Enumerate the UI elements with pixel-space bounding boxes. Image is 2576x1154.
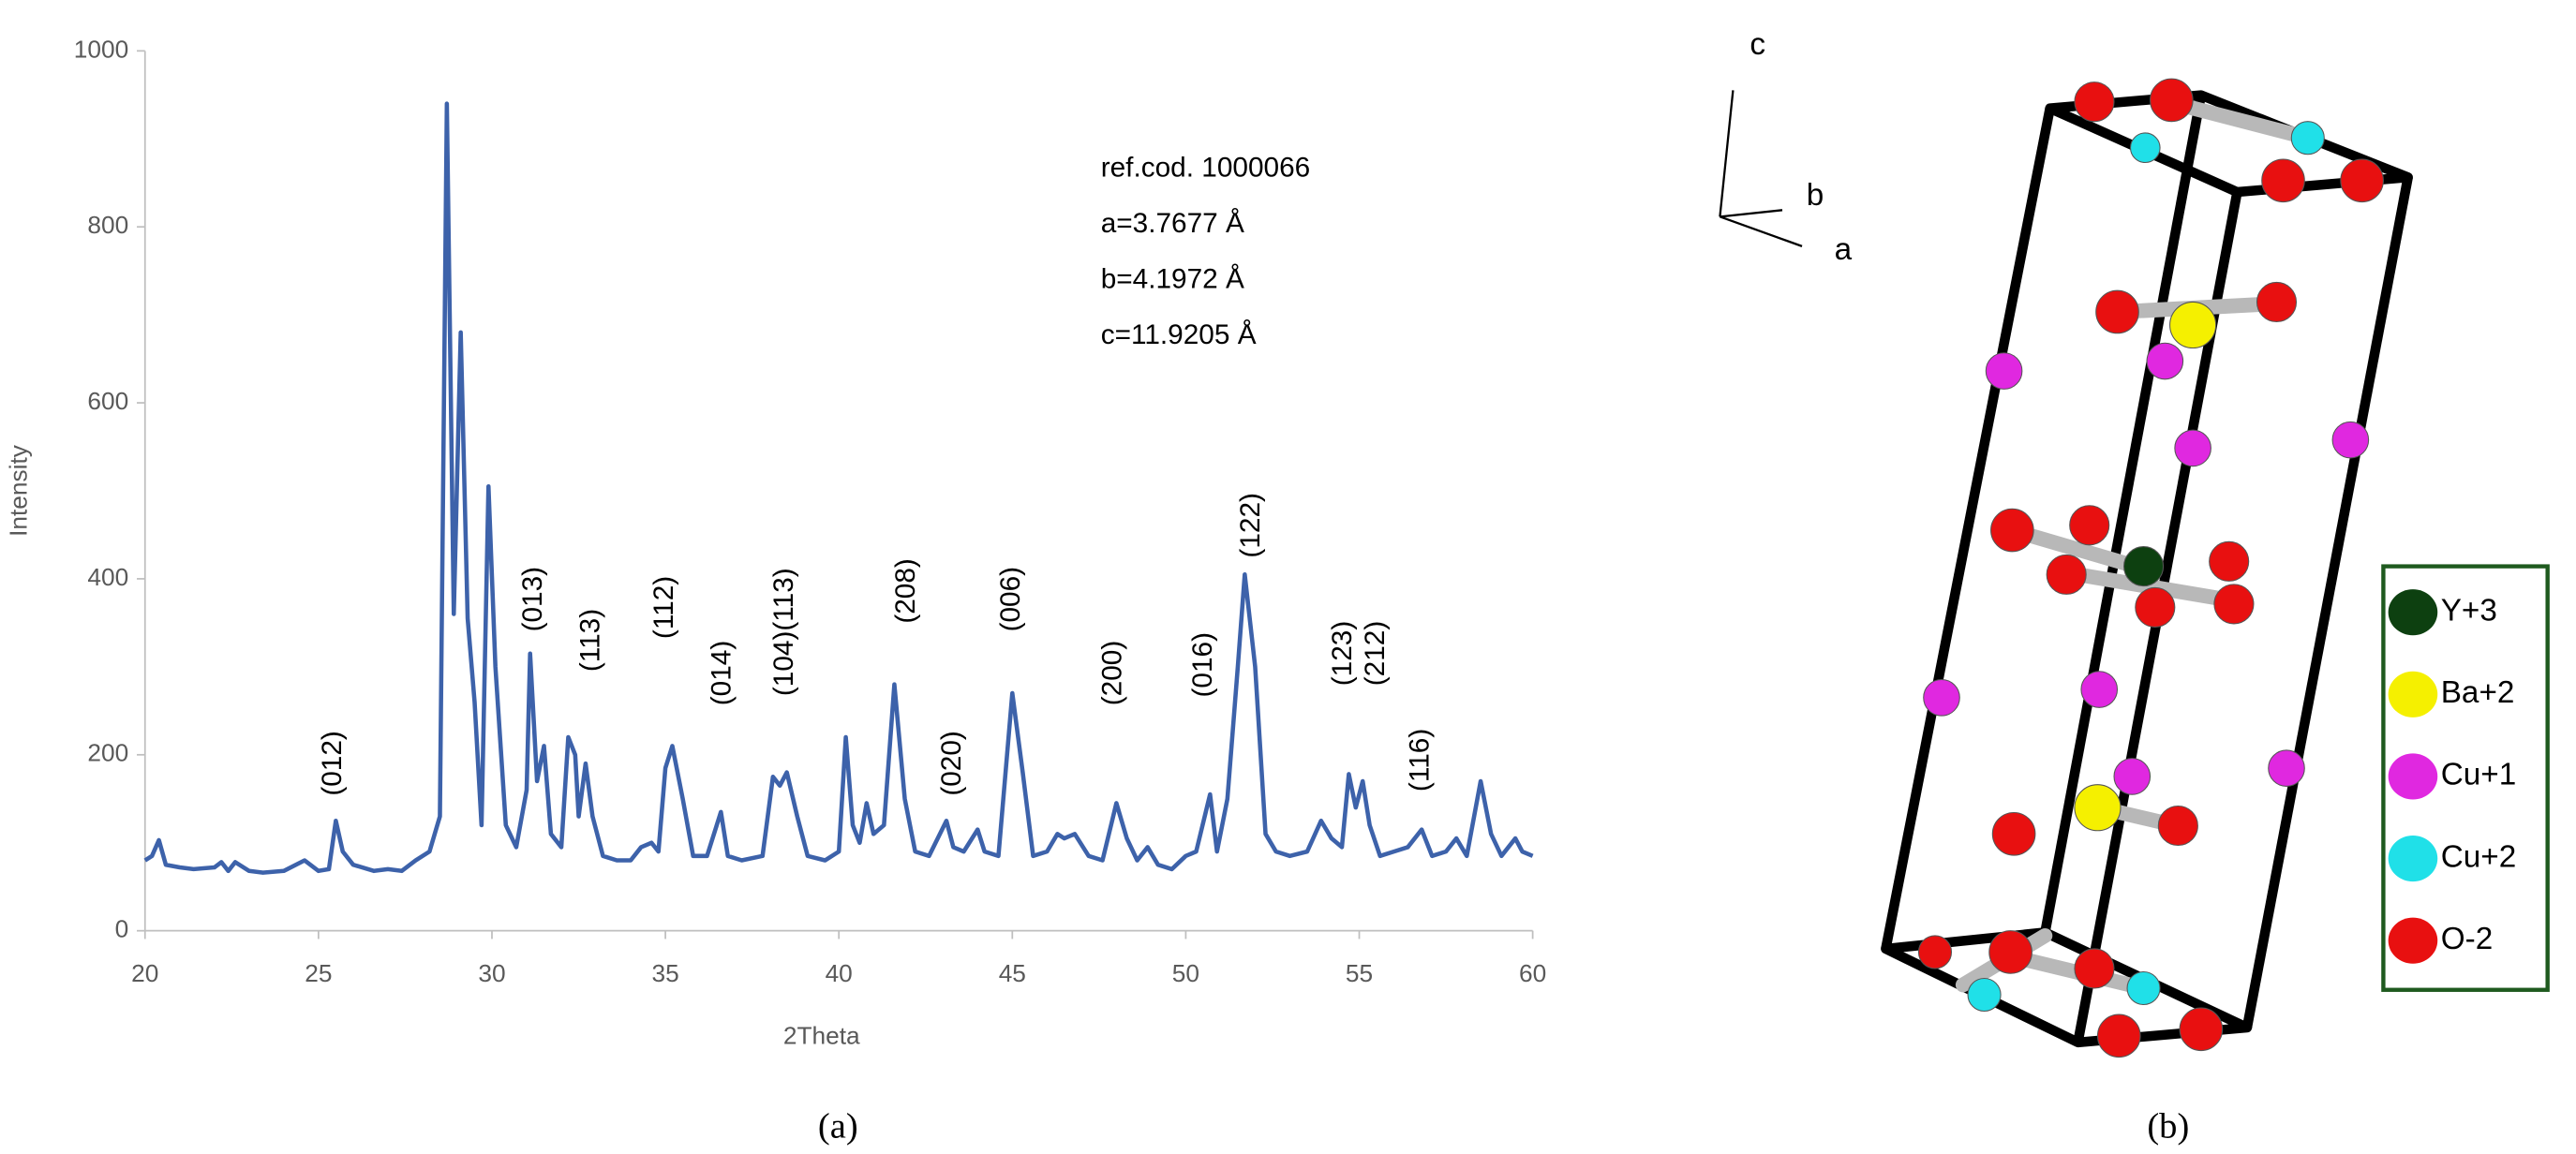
legend-label: Y+3: [2441, 593, 2497, 628]
atom: [1988, 930, 2033, 974]
atom: [2174, 429, 2211, 467]
atom: [1923, 679, 1960, 717]
x-tick-label: 50: [1172, 959, 1199, 987]
atom: [2113, 758, 2152, 795]
info-text: a=3.7677 Å: [1101, 208, 1244, 239]
peak-label: (200): [1097, 641, 1128, 706]
atom: [2150, 78, 2194, 123]
atom: [2179, 1007, 2224, 1052]
legend-swatch: [2388, 917, 2438, 964]
atom: [2074, 948, 2115, 989]
peak-label: (016): [1187, 632, 1218, 698]
atom: [2290, 121, 2325, 155]
atom: [2130, 132, 2161, 164]
caption: (b): [2147, 1107, 2189, 1147]
x-tick-label: 60: [1519, 959, 1546, 987]
atom: [1991, 811, 2036, 856]
legend-swatch: [2388, 589, 2438, 636]
atom: [2135, 586, 2176, 628]
x-axis-label: 2Theta: [783, 1022, 860, 1050]
x-tick-label: 35: [651, 959, 678, 987]
axis-name: c: [1750, 27, 1765, 62]
peak-label: (208): [890, 558, 921, 624]
y-tick-label: 800: [87, 211, 128, 239]
legend-swatch: [2388, 836, 2438, 882]
legend-label: Ba+2: [2441, 675, 2515, 710]
peak-label: (212): [1360, 621, 1391, 687]
peak-label: (113): [574, 609, 605, 672]
peak-label: (006): [995, 567, 1026, 632]
peak-label: (104)(113): [768, 568, 799, 696]
y-tick-label: 200: [87, 739, 128, 767]
x-tick-label: 55: [1346, 959, 1373, 987]
info-text: b=4.1972 Å: [1101, 264, 1244, 295]
atom: [2046, 554, 2087, 595]
atom: [2074, 784, 2122, 832]
axis-arrow: [1719, 90, 1735, 217]
peak-label: (112): [648, 576, 679, 639]
x-tick-label: 20: [131, 959, 158, 987]
cell-edge: [2241, 176, 2413, 1029]
legend-swatch: [2388, 753, 2438, 800]
y-tick-label: 600: [87, 387, 128, 415]
atom: [2261, 158, 2305, 203]
y-tick-label: 1000: [74, 35, 128, 63]
atom: [2080, 671, 2119, 708]
legend-label: Cu+1: [2441, 758, 2517, 792]
x-tick-label: 40: [826, 959, 853, 987]
axis-arrow: [1720, 209, 1783, 218]
legend-swatch: [2388, 671, 2438, 718]
atom: [2146, 342, 2184, 380]
axis-name: a: [1835, 232, 1853, 267]
atom: [2213, 584, 2255, 625]
axis-arrow: [1720, 215, 1803, 247]
atom: [2340, 158, 2384, 203]
axis-name: b: [1807, 178, 1824, 213]
atom: [2074, 81, 2115, 123]
peak-label: (013): [517, 567, 548, 632]
peak-label: (020): [936, 731, 967, 796]
cell-edge: [1881, 107, 2055, 950]
peak-label: (123): [1327, 621, 1358, 687]
peak-label: (122): [1235, 493, 1266, 558]
atom: [2095, 289, 2139, 334]
peak-label: (012): [317, 731, 348, 796]
atom: [2096, 1013, 2141, 1058]
atom: [2331, 421, 2370, 459]
data-line: [143, 101, 1534, 875]
info-text: c=11.9205 Å: [1101, 319, 1257, 350]
y-tick-label: 0: [115, 915, 129, 943]
atom: [1917, 935, 1953, 969]
atom: [2126, 970, 2161, 1006]
atom: [2169, 301, 2217, 349]
cell-edge: [2040, 94, 2207, 934]
x-tick-label: 45: [999, 959, 1026, 987]
x-tick-label: 25: [305, 959, 332, 987]
atom: [1967, 977, 2002, 1013]
atom: [2157, 805, 2198, 847]
x-tick-label: 30: [478, 959, 505, 987]
legend-label: O-2: [2441, 922, 2493, 956]
atom: [2209, 540, 2250, 582]
atom: [2268, 749, 2305, 787]
atom: [2069, 505, 2110, 546]
legend-label: Cu+2: [2441, 839, 2517, 874]
atom: [1990, 508, 2034, 553]
peak-label: (116): [1404, 729, 1435, 792]
y-tick-label: 400: [87, 563, 128, 591]
caption: (a): [818, 1107, 858, 1147]
info-text: ref.cod. 1000066: [1101, 152, 1311, 183]
atom: [1985, 352, 2023, 390]
y-axis-label: Intensity: [5, 444, 33, 537]
peak-label: (014): [707, 641, 737, 706]
atom: [2122, 546, 2165, 587]
atom: [2256, 281, 2298, 323]
axes-glyph: [1719, 90, 1803, 247]
